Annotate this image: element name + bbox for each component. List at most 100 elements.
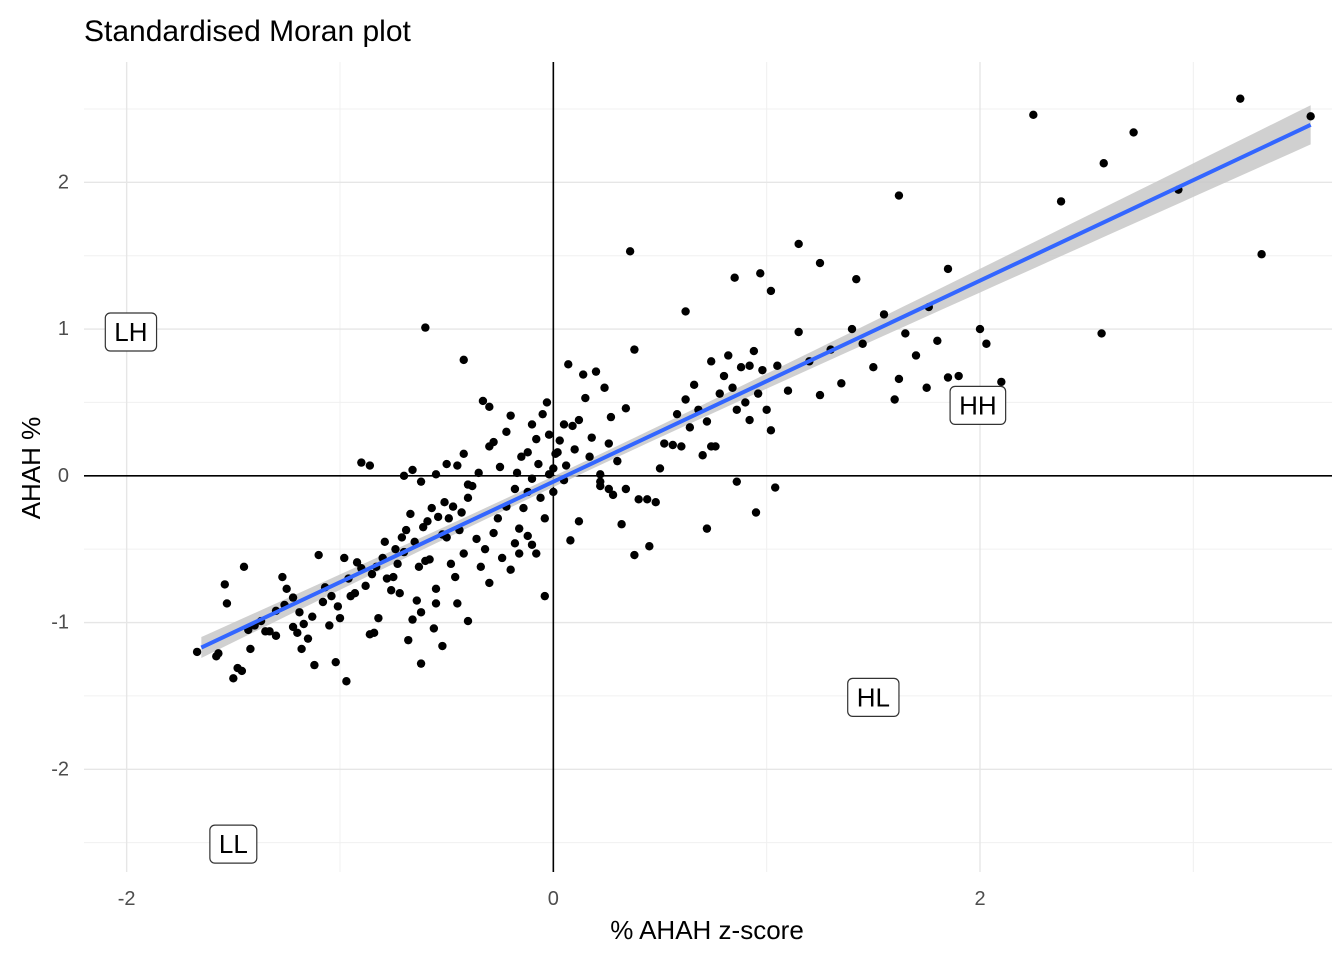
- data-point: [901, 329, 910, 338]
- data-point: [512, 468, 522, 478]
- data-point: [374, 613, 383, 623]
- regression-line: [200, 123, 1312, 650]
- data-point: [382, 574, 392, 583]
- data-point: [922, 383, 931, 392]
- data-point: [630, 345, 639, 354]
- data-point: [389, 572, 398, 582]
- data-point: [453, 599, 462, 608]
- data-point: [1129, 128, 1138, 137]
- data-point: [459, 449, 468, 458]
- data-point: [416, 477, 426, 486]
- data-point: [561, 461, 571, 470]
- data-point: [397, 533, 407, 542]
- data-point: [655, 464, 665, 473]
- data-point: [852, 274, 861, 284]
- data-point: [685, 423, 695, 432]
- data-point: [299, 619, 308, 629]
- data-point: [442, 533, 451, 542]
- data-point: [399, 471, 409, 481]
- data-point: [431, 470, 441, 479]
- major-gridlines: [84, 62, 1332, 872]
- data-point: [310, 660, 319, 670]
- data-point: [724, 351, 733, 360]
- data-point: [288, 622, 298, 632]
- data-point: [668, 440, 677, 450]
- quadrant-label: LL: [209, 824, 258, 864]
- data-point: [429, 624, 439, 633]
- data-point: [975, 324, 985, 334]
- data-point: [416, 659, 426, 668]
- data-point: [672, 409, 682, 419]
- data-point: [239, 562, 249, 571]
- data-point: [585, 452, 594, 461]
- data-point: [702, 417, 712, 426]
- x-tick-label: 2: [974, 888, 985, 910]
- data-point: [453, 461, 462, 470]
- data-point: [423, 517, 432, 526]
- data-point: [766, 426, 776, 435]
- data-point: [297, 644, 306, 654]
- data-point: [308, 612, 317, 621]
- data-point: [510, 484, 520, 494]
- data-point: [463, 480, 473, 489]
- data-point: [523, 448, 532, 457]
- quadrant-label-box: [847, 677, 900, 717]
- minor-gridlines: [84, 62, 1332, 872]
- data-point: [574, 517, 584, 526]
- data-point: [220, 580, 229, 589]
- data-points: [192, 94, 1315, 686]
- data-point: [519, 503, 528, 513]
- data-point: [621, 484, 631, 494]
- data-point: [625, 247, 635, 256]
- data-point: [510, 539, 520, 548]
- data-point: [489, 437, 498, 447]
- data-point: [933, 336, 942, 346]
- data-point: [773, 361, 782, 370]
- y-tick-label: 1: [58, 318, 69, 340]
- data-point: [719, 371, 729, 381]
- data-point: [728, 383, 737, 392]
- data-point: [387, 586, 396, 595]
- data-point: [858, 339, 867, 348]
- confidence-band-area: [201, 105, 1311, 658]
- data-point: [463, 616, 473, 626]
- data-point: [369, 628, 379, 638]
- data-point: [331, 657, 340, 667]
- data-point: [540, 591, 549, 601]
- data-point: [265, 627, 274, 636]
- data-point: [340, 553, 349, 563]
- data-point: [406, 509, 415, 519]
- data-point: [581, 393, 590, 403]
- data-point: [536, 493, 545, 503]
- data-point: [579, 370, 588, 379]
- data-point: [549, 464, 558, 473]
- data-point: [643, 495, 652, 504]
- fit-line: [200, 123, 1312, 650]
- data-point: [596, 481, 605, 491]
- data-point: [361, 581, 370, 591]
- data-point: [617, 520, 626, 529]
- data-point: [527, 420, 537, 429]
- data-point: [506, 565, 515, 574]
- quadrant-label-box: [949, 385, 1007, 425]
- data-point: [596, 470, 605, 479]
- data-point: [288, 593, 298, 602]
- data-point: [414, 562, 424, 571]
- data-point: [327, 591, 336, 601]
- data-point: [943, 373, 953, 382]
- quadrant-label-text: LL: [219, 829, 248, 859]
- data-point: [634, 495, 643, 504]
- data-point: [681, 395, 690, 404]
- data-point: [497, 553, 507, 563]
- data-point: [446, 559, 456, 569]
- data-point: [766, 286, 776, 296]
- data-point: [295, 608, 304, 617]
- quadrant-label-text: LH: [114, 317, 147, 347]
- data-point: [459, 549, 468, 558]
- data-point: [335, 613, 345, 623]
- data-point: [707, 442, 716, 451]
- data-point: [911, 351, 921, 360]
- data-point: [815, 258, 825, 268]
- data-point: [621, 404, 631, 413]
- data-point: [702, 524, 712, 533]
